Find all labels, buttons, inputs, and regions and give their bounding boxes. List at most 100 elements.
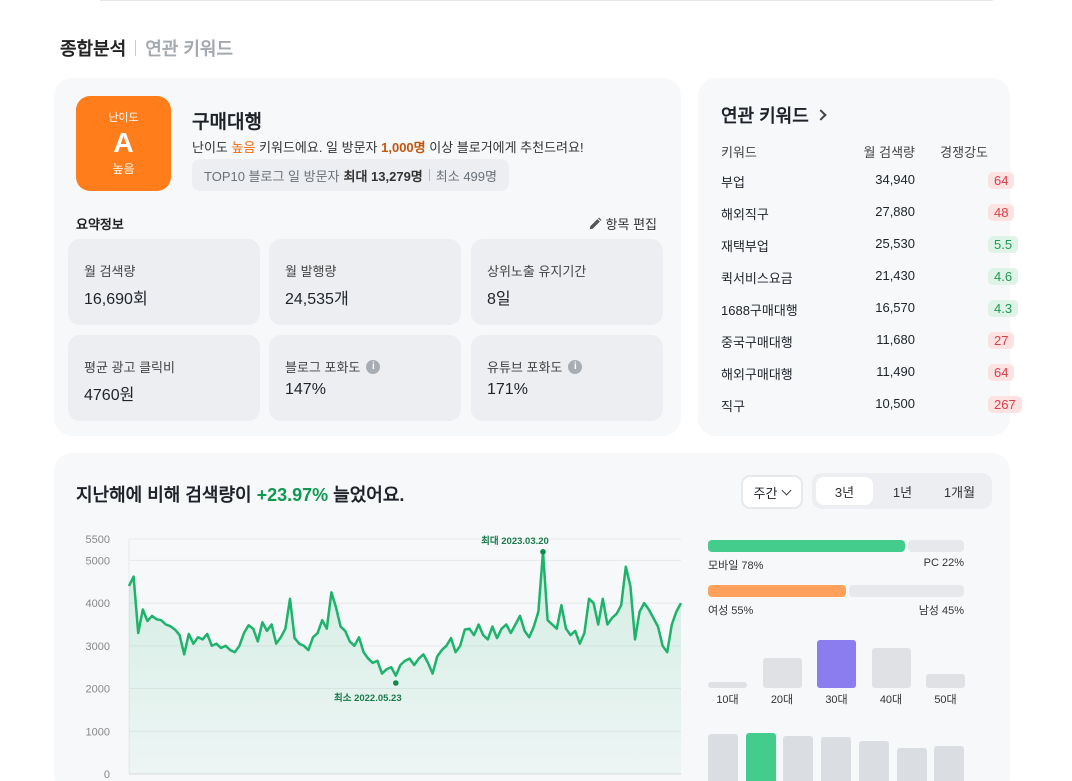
difficulty-grade-badge: 난이도 A 높음: [76, 96, 171, 191]
y-tick-label: 5000: [86, 555, 110, 567]
age-bar[interactable]: [817, 640, 856, 688]
competition-badge: 64: [988, 172, 1015, 189]
edit-items-button[interactable]: 항목 편집: [588, 214, 657, 233]
related-keywords-link[interactable]: 연관 키워드: [721, 102, 827, 128]
top10-label: TOP10 블로그 일 방문자: [204, 168, 340, 184]
related-keyword-name: 퀵서비스요금: [721, 271, 793, 286]
stat-label: 평균 광고 클릭비: [84, 360, 175, 375]
related-keyword-name: 해외구매대행: [721, 367, 793, 382]
stat-label: 블로그 포화도: [285, 360, 361, 375]
stat-value: 171%: [487, 381, 528, 398]
related-keyword-row[interactable]: 부업 34,940 64: [698, 172, 1015, 194]
related-keyword-name: 해외직구: [721, 207, 769, 222]
desc-visitors: 1,000명: [381, 140, 426, 155]
related-keyword-row[interactable]: 퀵서비스요금 21,430 4.6: [698, 268, 1019, 290]
trend-title-prefix: 지난해에 비해 검색량이: [76, 485, 257, 505]
chevron-right-icon: [815, 109, 827, 121]
series-area: [129, 551, 681, 774]
weekday-bar[interactable]: [896, 748, 927, 781]
weekday-bar[interactable]: [858, 741, 889, 781]
female-share-label: 여성 55%: [708, 605, 754, 617]
related-keyword-name: 부업: [721, 175, 745, 190]
series-line: [127, 550, 683, 677]
related-keyword-row[interactable]: 직구 10,500 267: [698, 396, 1022, 418]
min-marker: [393, 680, 399, 686]
stat-top-exposure-duration: 상위노출 유지기간 8일: [471, 239, 663, 325]
tab-related-keywords[interactable]: 연관 키워드: [145, 39, 234, 59]
grade-level: 높음: [112, 162, 135, 176]
competition-badge: 64: [988, 364, 1015, 381]
stat-value: 16,690회: [84, 291, 148, 308]
age-bar[interactable]: [871, 648, 911, 688]
related-keyword-row[interactable]: 해외구매대행 11,490 64: [698, 364, 1015, 386]
period-select[interactable]: 주간: [741, 475, 803, 509]
related-keyword-volume: 27,880: [875, 204, 915, 219]
competition-badge: 4.6: [988, 268, 1019, 285]
range-tab-1m[interactable]: 1개월: [943, 484, 976, 500]
related-keyword-row[interactable]: 중국구매대행 11,680 27: [698, 332, 1015, 354]
info-icon[interactable]: i: [568, 359, 583, 374]
female-share-bar: [708, 585, 846, 597]
range-tab-1y[interactable]: 1년: [892, 484, 913, 500]
summary-label: 요약정보: [76, 217, 124, 232]
age-bar-label: 30대: [825, 694, 848, 706]
y-tick-label: 4000: [86, 598, 110, 610]
stat-avg-ad-cpc: 평균 광고 클릭비 4760원: [68, 335, 260, 421]
search-trend-card: 지난해에 비해 검색량이 +23.97% 늘었어요. 주간 3년 1년 1개월 …: [54, 453, 1010, 781]
tab-overview[interactable]: 종합분석: [60, 39, 127, 59]
top10-max: 최대 13,279명: [343, 168, 423, 184]
range-tabs: 3년 1년 1개월: [812, 473, 992, 509]
stat-monthly-search: 월 검색량 16,690회: [68, 239, 260, 325]
male-share-label: 남성 45%: [918, 605, 964, 617]
range-tab-3y[interactable]: 3년: [816, 477, 873, 505]
age-bar[interactable]: [708, 682, 747, 688]
weekday-bar[interactable]: [821, 737, 852, 781]
stat-value: 24,535개: [285, 291, 349, 308]
weekday-bar[interactable]: [708, 734, 738, 781]
pencil-icon: [589, 217, 602, 229]
header-competition: 경쟁강도: [940, 145, 988, 160]
stat-blog-saturation: 블로그 포화도 i 147%: [269, 335, 461, 421]
stat-label: 월 검색량: [84, 264, 136, 279]
pill-divider: [428, 169, 430, 181]
age-bar[interactable]: [926, 674, 965, 688]
related-keyword-row[interactable]: 재택부업 25,530 5.5: [698, 236, 1019, 258]
competition-badge: 4.3: [988, 300, 1019, 317]
pc-share-label: PC 22%: [923, 557, 964, 569]
demographics-panel: 모바일 78% PC 22% 여성 55% 남성 45% 10대 20대 30대 40대 50대: [704, 523, 1010, 781]
top10-min: 최소 499명: [435, 168, 497, 184]
info-icon[interactable]: i: [366, 359, 381, 374]
desc-prefix: 난이도: [192, 140, 232, 155]
age-bar-label: 20대: [770, 694, 794, 706]
weekday-bar[interactable]: [783, 736, 814, 781]
y-tick-label: 2000: [86, 684, 110, 696]
desc-level: 높음: [231, 140, 256, 155]
related-keywords-title: 연관 키워드: [721, 106, 809, 126]
related-keywords-card: 연관 키워드 키워드 월 검색량 경쟁강도 부업 34,940 64 해외직구 27,8…: [698, 78, 1022, 436]
period-value: 주간: [753, 485, 778, 501]
trend-title-suffix: 늘었어요.: [328, 485, 405, 505]
competition-badge: 27: [988, 332, 1015, 349]
age-bar-label: 50대: [934, 694, 957, 706]
age-bar-label: 40대: [879, 694, 903, 706]
stat-label: 월 발행량: [285, 264, 337, 279]
related-keyword-volume: 25,530: [875, 236, 915, 251]
age-bar[interactable]: [762, 658, 802, 688]
related-keyword-row[interactable]: 1688구매대행 16,570 4.3: [698, 300, 1019, 322]
age-bar-label: 10대: [716, 694, 739, 706]
weekday-bar[interactable]: [745, 733, 776, 781]
competition-badge: 48: [988, 204, 1015, 221]
max-annotation: 최대 2023.03.20: [481, 535, 549, 547]
weekday-bar[interactable]: [934, 746, 965, 781]
search-volume-line-chart: 0 1000 2000 3000 4000 5000 5500 최대 2023.03.20 최소…: [86, 534, 683, 781]
max-marker: [540, 549, 546, 555]
desc-suffix: 이상 블로거에게 추천드려요!: [425, 140, 584, 155]
chevron-down-icon: [782, 485, 792, 495]
trend-title: 지난해에 비해 검색량이 +23.97% 늘었어요.: [76, 481, 404, 507]
pc-share-bar: [908, 540, 964, 552]
related-keyword-volume: 10,500: [875, 396, 915, 411]
related-keyword-row[interactable]: 해외직구 27,880 48: [698, 204, 1015, 226]
y-tick-label: 5500: [86, 534, 110, 546]
y-tick-label: 1000: [86, 726, 110, 738]
related-keyword-volume: 16,570: [875, 300, 915, 315]
